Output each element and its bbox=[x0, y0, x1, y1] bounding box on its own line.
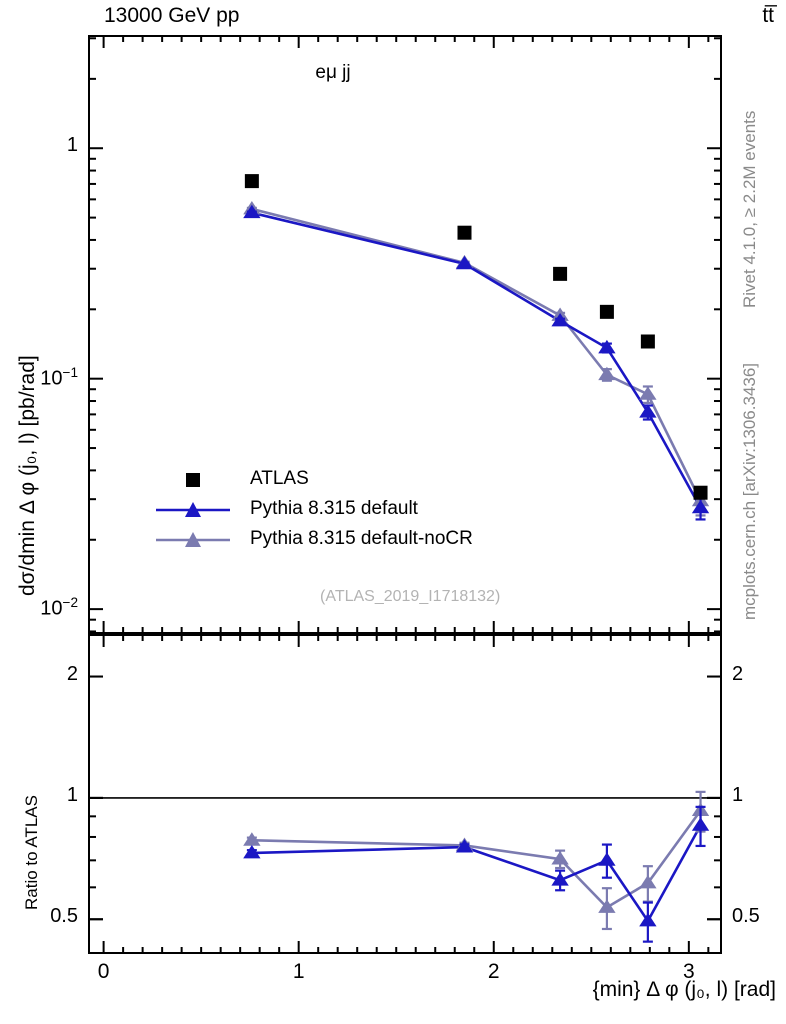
legend-label: Pythia 8.315 default bbox=[250, 498, 418, 519]
x-tick-label: 1 bbox=[292, 960, 305, 983]
marker-nocr bbox=[639, 386, 657, 400]
y-tick-label-ratio-right: 0.5 bbox=[732, 905, 760, 928]
ratio-marker-nocr bbox=[551, 851, 569, 865]
series-line-ratio bbox=[251, 809, 702, 910]
ratio-plot-panel bbox=[88, 634, 722, 954]
y-tick-label-ratio: 2 bbox=[66, 662, 78, 685]
main-plot-panel bbox=[88, 35, 722, 634]
legend-marker-triangle bbox=[150, 526, 236, 554]
legend-marker-square bbox=[150, 466, 236, 494]
marker-default bbox=[455, 255, 474, 270]
y-tick-label-ratio-right: 1 bbox=[732, 783, 744, 806]
ratio-marker-default bbox=[598, 852, 616, 866]
y-tick-label-ratio: 0.5 bbox=[50, 905, 78, 928]
header-process-label: tt̅ bbox=[762, 4, 774, 27]
marker-default bbox=[243, 204, 261, 219]
series-line-ratio bbox=[251, 824, 702, 924]
ratio-marker-default bbox=[639, 913, 657, 927]
marker-atlas bbox=[693, 485, 708, 500]
y-tick-label-main: 10−2 bbox=[40, 595, 78, 620]
x-tick-label: 0 bbox=[97, 960, 110, 983]
ratio-marker-nocr bbox=[639, 875, 657, 889]
marker-nocr bbox=[598, 366, 616, 381]
x-axis-label: {min} Δ φ (j₀, l) [rad] bbox=[592, 978, 776, 1001]
series-line-main bbox=[251, 211, 702, 509]
y-tick-label-ratio-right: 2 bbox=[732, 662, 744, 685]
ratio-marker-default bbox=[551, 872, 569, 886]
marker-default bbox=[691, 499, 710, 514]
marker-atlas bbox=[599, 304, 614, 319]
analysis-id-label: (ATLAS_2019_I1718132) bbox=[320, 588, 501, 605]
y-tick-label-main: 10−1 bbox=[40, 364, 78, 390]
legend-label: ATLAS bbox=[250, 468, 309, 489]
y-tick-label-main: 1 bbox=[66, 134, 78, 157]
ratio-marker-default bbox=[243, 845, 261, 859]
ratio-marker-nocr bbox=[598, 899, 616, 913]
legend-marker-triangle bbox=[150, 496, 236, 524]
x-tick-label: 3 bbox=[682, 960, 695, 983]
marker-atlas bbox=[640, 334, 655, 349]
marker-atlas bbox=[457, 225, 472, 240]
ratio-marker-default bbox=[691, 817, 710, 831]
marker-default bbox=[551, 312, 569, 327]
marker-default bbox=[598, 339, 616, 354]
channel-label: eμ jj bbox=[315, 62, 351, 83]
ratio-marker-nocr bbox=[243, 832, 261, 846]
marker-atlas bbox=[553, 266, 568, 281]
ratio-marker-default bbox=[455, 839, 474, 853]
series-line-main bbox=[251, 207, 702, 502]
marker-default bbox=[639, 404, 657, 418]
marker-atlas bbox=[244, 174, 259, 189]
x-tick-label: 2 bbox=[487, 960, 500, 983]
y-tick-label-ratio: 1 bbox=[66, 783, 78, 806]
legend-label: Pythia 8.315 default-noCR bbox=[250, 528, 473, 549]
header-beam-label: 13000 GeV pp bbox=[104, 4, 240, 27]
